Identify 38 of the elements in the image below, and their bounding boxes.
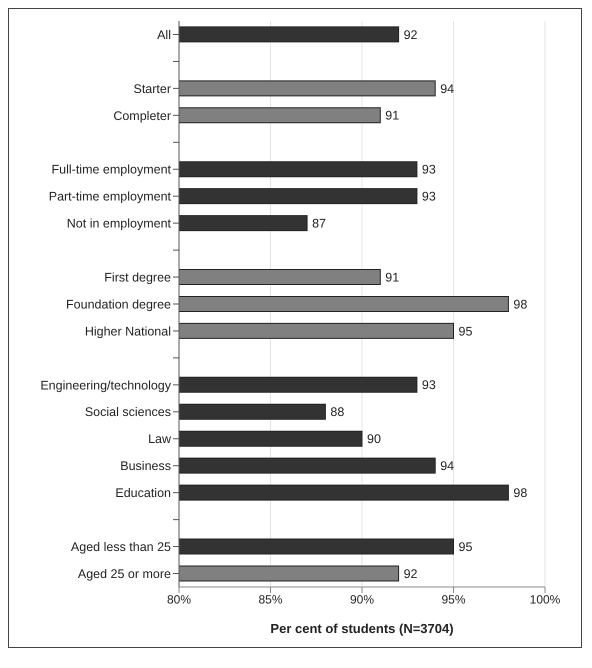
data-label: 91 (385, 108, 400, 123)
x-tick-label: 95% (441, 592, 466, 607)
y-tick-label: Part-time employment (48, 190, 172, 204)
data-label: 90 (367, 432, 381, 446)
y-tick-label: All (157, 28, 171, 42)
data-label: 95 (458, 540, 472, 554)
y-tick-label: Starter (133, 82, 171, 96)
y-tick-label: Higher National (84, 324, 171, 338)
data-label: 94 (440, 82, 454, 96)
y-tick-label: Completer (113, 108, 171, 123)
x-tick-label: 90% (350, 592, 374, 607)
x-tick-label: 80% (166, 592, 192, 607)
data-label: 88 (330, 405, 344, 420)
x-axis-title: Per cent of students (N=3704) (270, 621, 454, 636)
y-tick-label: First degree (104, 270, 172, 284)
x-tick-label: 85% (258, 592, 283, 607)
data-label: 91 (385, 270, 400, 284)
data-label: 93 (422, 190, 436, 204)
data-label: 93 (422, 162, 436, 177)
y-tick-label: Aged 25 or more (78, 566, 172, 581)
y-tick-label: Law (148, 432, 172, 446)
y-tick-label: Education (115, 486, 172, 500)
y-tick-label: Full-time employment (52, 162, 172, 177)
y-tick-label: Not in employment (66, 216, 172, 231)
data-label: 94 (440, 459, 454, 474)
y-tick-label: Foundation degree (66, 297, 172, 312)
data-label: 87 (312, 216, 326, 231)
y-tick-label: Social sciences (84, 405, 171, 420)
y-tick-label: Business (120, 459, 171, 474)
y-tick-label: Engineering/technology (40, 378, 172, 392)
data-label: 98 (513, 297, 528, 312)
data-label: 98 (513, 486, 528, 500)
data-label: 92 (404, 566, 418, 581)
data-label: 92 (404, 28, 418, 42)
x-tick-label: 100% (530, 592, 561, 607)
data-label: 93 (422, 378, 436, 392)
y-tick-label: Aged less than 25 (70, 540, 172, 554)
data-label: 95 (458, 324, 472, 338)
